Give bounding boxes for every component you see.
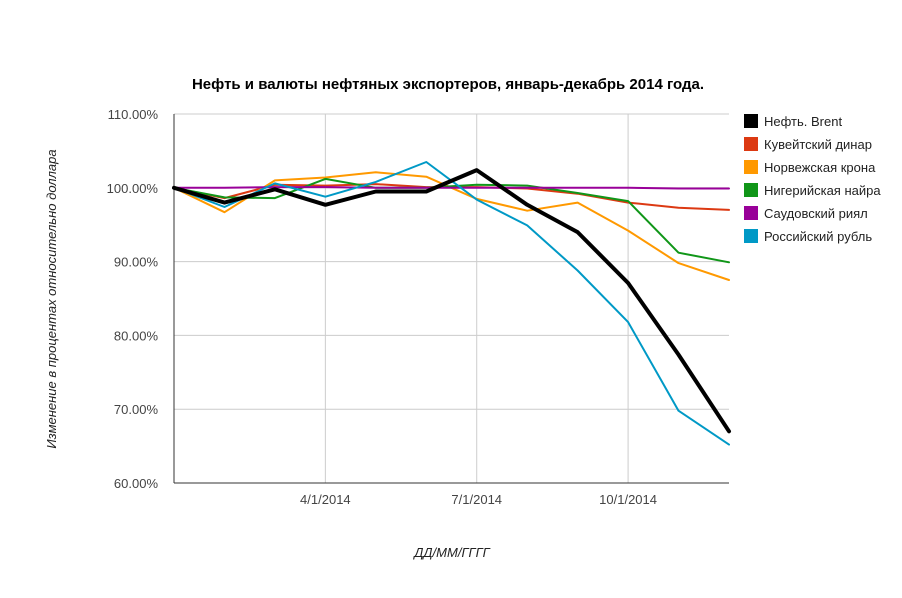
x-axis-title: ДД/ММ/ГГГГ bbox=[412, 545, 490, 560]
y-tick-label: 90.00% bbox=[114, 255, 159, 270]
x-axis-ticks: 4/1/2014 7/1/2014 10/1/2014 bbox=[300, 492, 657, 507]
y-tick-label: 100.00% bbox=[107, 181, 159, 196]
legend-swatch bbox=[744, 114, 758, 128]
legend-label: Российский рубль bbox=[764, 229, 872, 244]
y-tick-label: 70.00% bbox=[114, 402, 159, 417]
y-tick-label: 60.00% bbox=[114, 476, 159, 491]
series-line-нигерийская-найра bbox=[173, 177, 730, 264]
legend-swatch bbox=[744, 229, 758, 243]
legend-label: Норвежская крона bbox=[764, 160, 876, 175]
legend-item: Норвежская крона bbox=[744, 160, 876, 175]
legend-swatch bbox=[744, 160, 758, 174]
x-tick-label: 7/1/2014 bbox=[451, 492, 502, 507]
legend-label: Саудовский риял bbox=[764, 206, 868, 221]
legend: Нефть. Brent Кувейтский динар Норвежская к… bbox=[744, 114, 881, 244]
legend-swatch bbox=[744, 206, 758, 220]
y-tick-label: 110.00% bbox=[108, 107, 159, 122]
legend-label: Кувейтский динар bbox=[764, 137, 872, 152]
legend-item: Кувейтский динар bbox=[744, 137, 872, 152]
gridlines bbox=[174, 113, 729, 483]
legend-label: Нефть. Brent bbox=[764, 114, 842, 129]
x-tick-label: 10/1/2014 bbox=[599, 492, 657, 507]
legend-swatch bbox=[744, 183, 758, 197]
legend-item: Нефть. Brent bbox=[744, 114, 842, 129]
legend-item: Нигерийская найра bbox=[744, 183, 881, 198]
chart-title: Нефть и валюты нефтяных экспортеров, янв… bbox=[192, 76, 704, 93]
series-line-нефть-brent bbox=[172, 168, 731, 434]
y-axis-title: Изменение в процентах относительно долла… bbox=[44, 149, 59, 448]
series-lines bbox=[172, 161, 731, 446]
y-tick-label: 80.00% bbox=[114, 328, 159, 343]
legend-swatch bbox=[744, 137, 758, 151]
x-tick-label: 4/1/2014 bbox=[300, 492, 351, 507]
y-axis-ticks: 110.00% 100.00% 90.00% 80.00% 70.00% 60.00% bbox=[107, 107, 159, 491]
series-line-саудовский-риял bbox=[173, 186, 730, 190]
legend-label: Нигерийская найра bbox=[764, 183, 881, 198]
legend-item: Саудовский риял bbox=[744, 206, 868, 221]
legend-item: Российский рубль bbox=[744, 229, 872, 244]
